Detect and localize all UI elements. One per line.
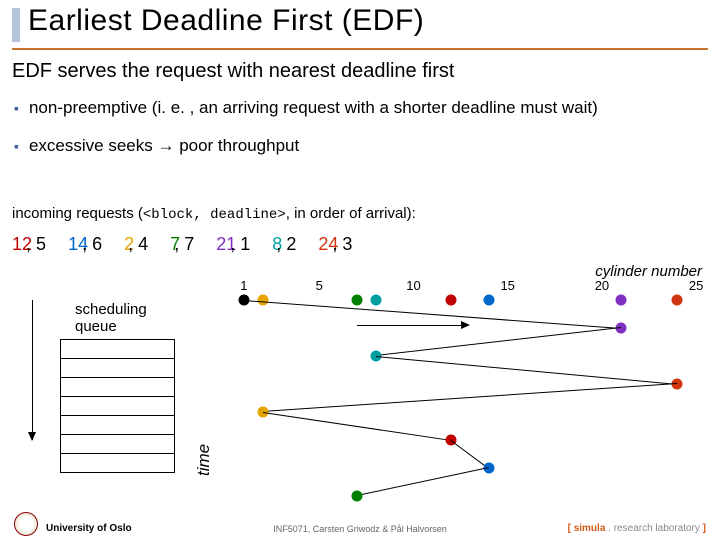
incoming-label: incoming requests (<block, deadline>, in… bbox=[12, 205, 416, 223]
request-sep: , bbox=[174, 234, 184, 254]
visited-dot bbox=[351, 491, 362, 502]
queue-row bbox=[60, 434, 175, 454]
request-item: 12, 5 bbox=[12, 234, 52, 255]
queue-row bbox=[60, 358, 175, 378]
request-dot bbox=[446, 295, 457, 306]
queue-row bbox=[60, 377, 175, 397]
queue-row bbox=[60, 339, 175, 359]
request-dot bbox=[483, 295, 494, 306]
xtick-label: 15 bbox=[500, 278, 514, 293]
seek-line bbox=[376, 327, 621, 356]
bullet-list: ▪ non-preemptive (i. e. , an arriving re… bbox=[14, 98, 710, 174]
university-name: University of Oslo bbox=[46, 523, 132, 534]
xtick-label: 1 bbox=[240, 278, 247, 293]
request-item: 14, 6 bbox=[68, 234, 108, 255]
move-arrowhead-icon bbox=[461, 321, 470, 329]
bracket-close: ] bbox=[700, 523, 706, 534]
bullet-square-icon: ▪ bbox=[14, 100, 19, 116]
xtick-label: 5 bbox=[316, 278, 323, 293]
request-sep: , bbox=[332, 234, 342, 254]
seek-line bbox=[263, 383, 678, 412]
request-sep: , bbox=[230, 234, 240, 254]
seek-line bbox=[357, 467, 489, 496]
time-axis-label: time bbox=[194, 444, 214, 476]
xtick-label: 20 bbox=[595, 278, 609, 293]
cylinder-number-label: cylinder number bbox=[595, 263, 702, 280]
request-dot bbox=[672, 295, 683, 306]
seek-line bbox=[376, 356, 678, 385]
request-deadline: 5 bbox=[36, 234, 46, 254]
slide: Earliest Deadline First (EDF) EDF serves… bbox=[0, 0, 720, 540]
request-dot bbox=[615, 295, 626, 306]
request-item: 2, 4 bbox=[124, 234, 154, 255]
incoming-label-pre: incoming requests ( bbox=[12, 205, 143, 222]
bullet-item: ▪ non-preemptive (i. e. , an arriving re… bbox=[14, 98, 710, 118]
request-item: 24, 3 bbox=[318, 234, 358, 255]
request-deadline: 1 bbox=[240, 234, 250, 254]
title-accent-bar bbox=[12, 8, 20, 42]
request-dot bbox=[370, 295, 381, 306]
queue-label-line1: scheduling bbox=[75, 301, 147, 318]
xtick-label: 25 bbox=[689, 278, 703, 293]
seek-chart: 1510152025 bbox=[225, 290, 715, 500]
bullet-text: non-preemptive (i. e. , an arriving requ… bbox=[29, 98, 598, 118]
scheduling-queue bbox=[60, 340, 175, 473]
xtick-label: 10 bbox=[406, 278, 420, 293]
subtitle: EDF serves the request with nearest dead… bbox=[12, 60, 454, 83]
request-deadline: 6 bbox=[92, 234, 102, 254]
lab-rest: . research laboratory bbox=[605, 523, 700, 534]
lab-credit: [ simula . research laboratory ] bbox=[568, 523, 706, 534]
request-item: 21, 1 bbox=[216, 234, 256, 255]
time-arrow bbox=[32, 300, 33, 440]
request-deadline: 4 bbox=[138, 234, 148, 254]
incoming-mono: <block, deadline> bbox=[143, 207, 286, 223]
university-seal-icon bbox=[14, 512, 38, 536]
request-dot bbox=[257, 295, 268, 306]
slide-footer: University of Oslo INF5071, Carsten Griw… bbox=[0, 518, 720, 534]
scheduling-queue-label: scheduling queue bbox=[75, 302, 147, 335]
bullet-text: excessive seeks → poor throughput bbox=[29, 136, 299, 156]
queue-row bbox=[60, 415, 175, 435]
queue-row bbox=[60, 396, 175, 416]
request-sep: , bbox=[82, 234, 92, 254]
request-item: 8, 2 bbox=[272, 234, 302, 255]
request-dot bbox=[351, 295, 362, 306]
request-sep: , bbox=[128, 234, 138, 254]
lab-name: simula bbox=[574, 523, 606, 534]
course-credits: INF5071, Carsten Griwodz & Pål Halvorsen bbox=[273, 524, 447, 534]
incoming-label-post: , in order of arrival): bbox=[286, 205, 416, 222]
queue-label-line2: queue bbox=[75, 318, 117, 335]
request-deadline: 3 bbox=[342, 234, 352, 254]
request-deadline: 2 bbox=[286, 234, 296, 254]
queue-row bbox=[60, 453, 175, 473]
title-underline bbox=[12, 48, 708, 50]
request-item: 7, 7 bbox=[170, 234, 200, 255]
request-deadline: 7 bbox=[184, 234, 194, 254]
page-title: Earliest Deadline First (EDF) bbox=[28, 4, 424, 38]
request-sep: , bbox=[26, 234, 36, 254]
bullet-item: ▪ excessive seeks → poor throughput bbox=[14, 136, 710, 156]
seek-line bbox=[263, 412, 452, 441]
bullet-square-icon: ▪ bbox=[14, 138, 19, 154]
seek-line bbox=[357, 325, 461, 326]
request-sep: , bbox=[276, 234, 286, 254]
request-list: 12, 514, 62, 47, 721, 18, 224, 3 bbox=[12, 234, 358, 255]
